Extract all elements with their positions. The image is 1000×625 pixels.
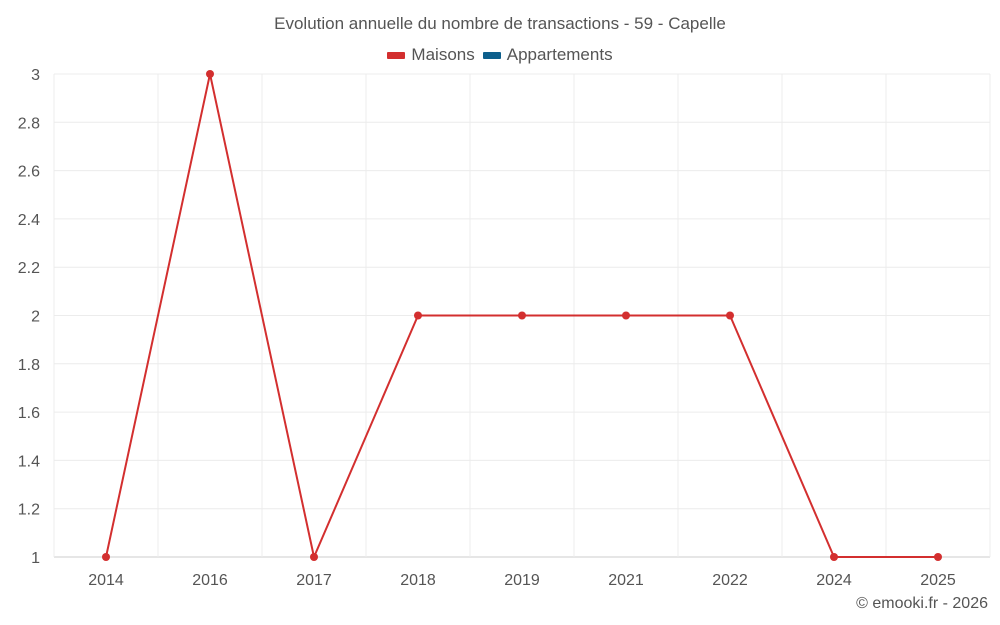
data-point bbox=[102, 553, 110, 561]
legend-item-appartements[interactable]: Appartements bbox=[482, 45, 613, 65]
data-point bbox=[726, 311, 734, 320]
y-tick-label: 1.4 bbox=[18, 453, 40, 470]
y-tick-label: 1.6 bbox=[18, 405, 40, 422]
y-tick-label: 2.6 bbox=[18, 164, 40, 181]
data-point bbox=[518, 311, 526, 320]
x-tick-label: 2019 bbox=[504, 572, 540, 589]
x-tick-label: 2018 bbox=[400, 572, 436, 589]
y-tick-label: 2.8 bbox=[18, 115, 40, 132]
x-tick-label: 2021 bbox=[608, 572, 644, 589]
legend: Maisons Appartements bbox=[0, 45, 1000, 65]
y-tick-label: 1.8 bbox=[18, 357, 40, 374]
chart-title: Evolution annuelle du nombre de transact… bbox=[274, 14, 726, 33]
x-tick-label: 2016 bbox=[192, 572, 228, 589]
series-maisons bbox=[102, 70, 942, 561]
data-point bbox=[830, 553, 838, 561]
legend-label-appartements: Appartements bbox=[506, 45, 613, 64]
x-tick-label: 2025 bbox=[920, 572, 956, 589]
data-point bbox=[622, 311, 630, 320]
y-tick-label: 1.2 bbox=[18, 502, 40, 519]
legend-item-maisons[interactable]: Maisons bbox=[387, 45, 475, 65]
credit-text: © emooki.fr - 2026 bbox=[856, 595, 988, 612]
x-tick-label: 2014 bbox=[88, 572, 124, 589]
legend-swatch-maisons bbox=[387, 51, 406, 59]
y-tick-label: 2.4 bbox=[18, 212, 40, 229]
y-tick-label: 3 bbox=[31, 67, 40, 84]
x-tick-label: 2024 bbox=[816, 572, 852, 589]
data-point bbox=[310, 553, 318, 561]
data-point bbox=[934, 553, 942, 561]
data-point bbox=[206, 70, 214, 78]
legend-label-maisons: Maisons bbox=[411, 45, 475, 64]
y-tick-label: 2.2 bbox=[18, 260, 40, 277]
x-tick-label: 2022 bbox=[712, 572, 748, 589]
x-tick-label: 2017 bbox=[296, 572, 332, 589]
data-point bbox=[414, 311, 422, 320]
legend-swatch-appartements bbox=[482, 51, 501, 59]
y-tick-label: 2 bbox=[31, 309, 40, 326]
y-tick-label: 1 bbox=[31, 550, 40, 567]
